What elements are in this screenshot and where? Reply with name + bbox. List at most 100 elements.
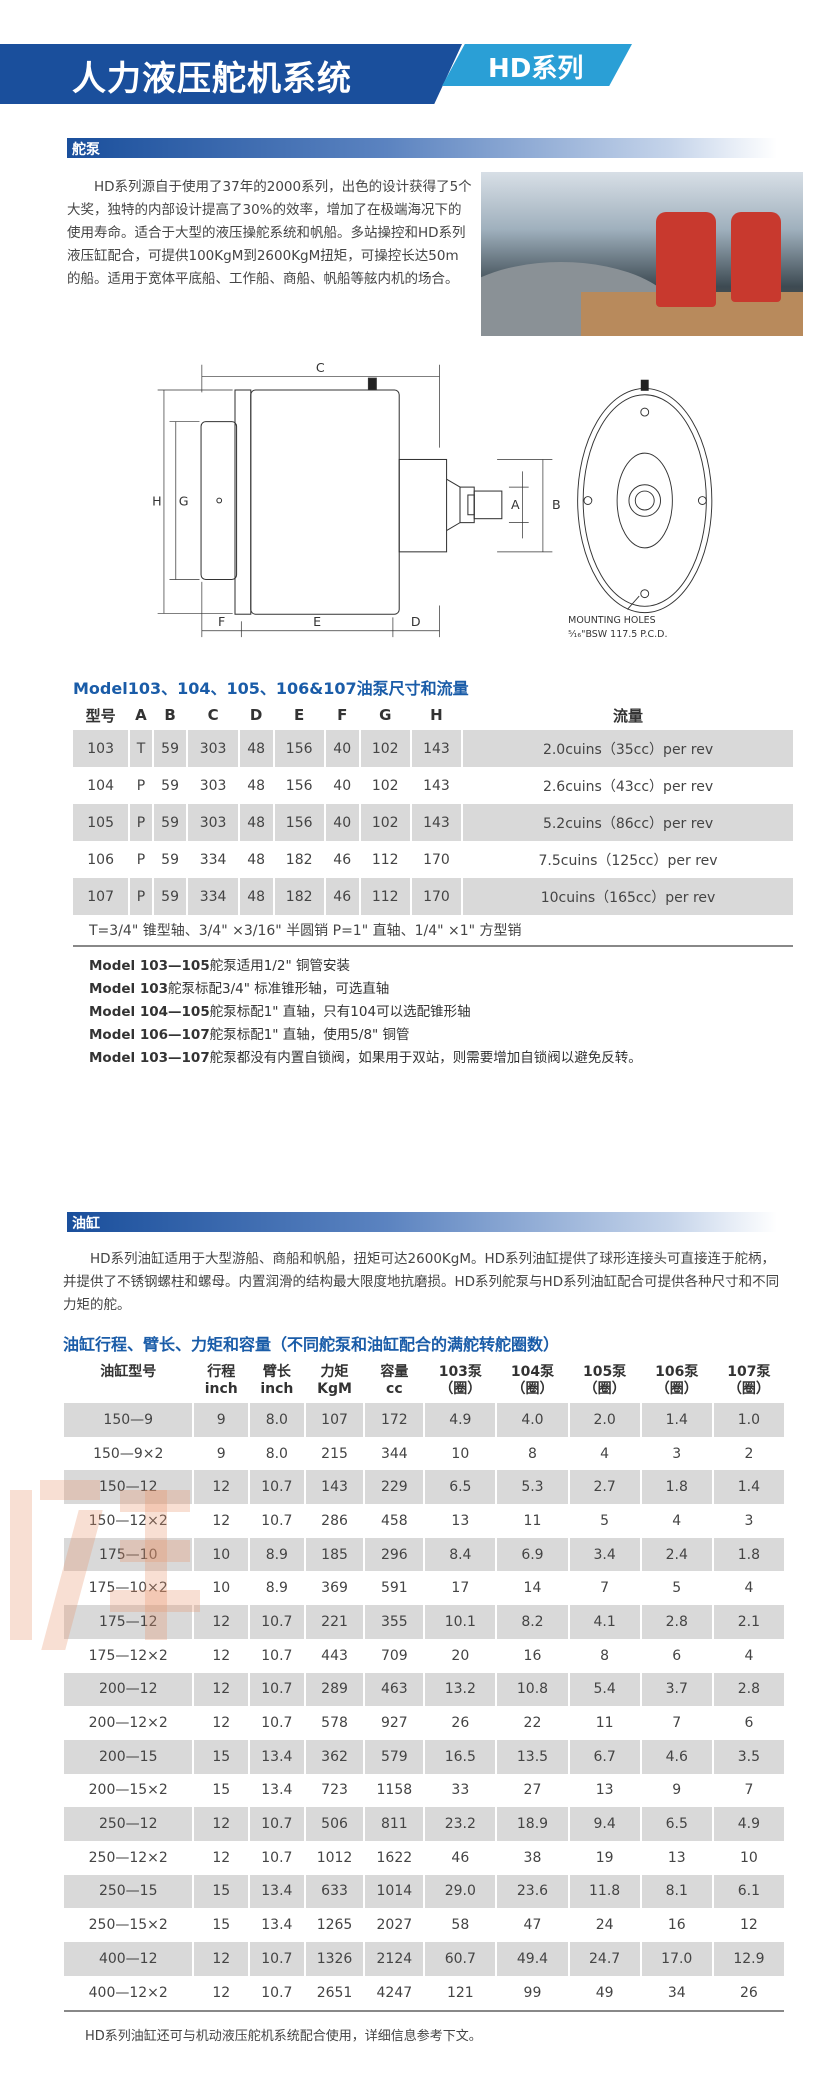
table-cell: 10.7 [250, 1807, 304, 1841]
model-note-text: 舵泵适用1/2" 铜管安装 [209, 958, 350, 974]
table-cell: 12 [194, 1672, 249, 1707]
column-header: 流量 [613, 706, 644, 725]
column-header: 容量 cc [365, 1364, 423, 1403]
table-cell: 10.7 [261, 1512, 293, 1529]
table-cell: 334 [188, 878, 238, 915]
table-cell: 22 [523, 1715, 542, 1732]
table-cell: 12 [194, 1605, 249, 1639]
column-header-line2: （圈） [583, 1381, 626, 1397]
table-cell: 4.9 [425, 1403, 496, 1437]
table-row: 250—12×2 12 10.7 1012 1622 46 38 19 13 10 [64, 1841, 784, 1875]
table-cell: 16 [523, 1647, 542, 1664]
table-cell: 46 [451, 1849, 470, 1866]
table-cell: 811 [365, 1807, 424, 1841]
model-note: Model 103—107舵泵都没有内置自锁阀，如果用于双站，则需要增加自锁阀以… [89, 1047, 642, 1070]
pump-dimension-table: 型号 A B C D E F G H 流量 103 T 59 303 48 156 40 102 143 2.0cu… [71, 700, 795, 915]
mounting-note-1: MOUNTING HOLES [568, 615, 655, 626]
table-cell: 48 [247, 777, 266, 794]
column-header: E [294, 706, 305, 724]
table-row: 103 T 59 303 48 156 40 102 143 2.0cuins（35cc）per … [73, 730, 793, 767]
table-cell: 2.7 [569, 1470, 640, 1505]
table-cell: 4.9 [713, 1807, 784, 1841]
table-cell: 1326 [305, 1942, 364, 1976]
table-row: 400—12 12 10.7 1326 2124 60.7 49.4 24.7 17.0 12.9 [64, 1942, 784, 1976]
table-cell: 289 [305, 1672, 364, 1707]
column-header: D [249, 706, 263, 724]
table-cell: 143 [411, 730, 462, 767]
table-cell: 182 [285, 851, 313, 868]
dim-label-f: F [218, 614, 225, 629]
model-note: Model 103舵泵标配3/4" 标准锥形轴，可选直轴 [89, 978, 642, 1001]
table-cell: 26 [451, 1715, 470, 1732]
table-cell: 6.5 [641, 1807, 712, 1841]
table-cell: 15 [212, 1917, 231, 1934]
column-header: 力矩 KgM [306, 1364, 364, 1403]
table-cell: 10.7 [250, 1942, 304, 1976]
table-row: 250—15×2 15 13.4 1265 2027 58 47 24 16 12 [64, 1908, 784, 1942]
table-cell: 175—12×2 [88, 1647, 168, 1664]
table-cell: 59 [161, 777, 179, 794]
table-cell: 12 [194, 1942, 249, 1976]
table-cell: 463 [365, 1672, 424, 1707]
divider [73, 945, 793, 947]
table-cell: 1.8 [641, 1470, 712, 1505]
table-cell: 221 [305, 1605, 364, 1639]
column-header: A [135, 706, 147, 724]
dim-label-d: D [411, 614, 421, 629]
table-cell: 5.2cuins（86cc）per rev [463, 804, 793, 841]
column-header-line1: 行程 [207, 1364, 236, 1380]
table-cell: 8 [600, 1647, 610, 1664]
table-cell: 48 [239, 730, 273, 767]
photo-seat [656, 212, 716, 307]
table-cell: 443 [321, 1647, 348, 1664]
table-cell: 400—12×2 [88, 1984, 168, 2001]
dim-label-b: B [552, 497, 561, 512]
column-header-line1: 104泵 [510, 1364, 555, 1380]
table-cell: 7 [744, 1782, 754, 1799]
column-header-line2: KgM [317, 1381, 352, 1397]
model-note: Model 103—105舵泵适用1/2" 铜管安装 [89, 955, 642, 978]
column-header: 105泵 （圈） [570, 1364, 640, 1403]
table-cell: 10 [451, 1445, 470, 1462]
column-header-line2: （圈） [655, 1381, 698, 1397]
table-row: 200—12×2 12 10.7 578 927 26 22 11 7 6 [64, 1706, 784, 1740]
table-cell: 458 [380, 1512, 408, 1529]
cylinder-footnote: HD系列油缸还可与机动液压舵机系统配合使用，详细信息参考下文。 [85, 2029, 482, 2044]
table-cell: 13.4 [250, 1874, 304, 1909]
table-cell: 40 [333, 777, 352, 794]
column-header-line1: 臂长 [262, 1364, 291, 1380]
table-cell: 107 [73, 878, 129, 915]
table-cell: 10.7 [261, 1849, 293, 1866]
table-cell: 107 [305, 1403, 364, 1437]
table-cell: 46 [325, 878, 359, 915]
table-cell: 2.0cuins（35cc）per rev [463, 730, 793, 767]
dim-label-g: G [179, 493, 189, 508]
table-cell: 5 [600, 1512, 610, 1529]
table-cell: 4 [744, 1580, 754, 1597]
table-cell: 250—15×2 [88, 1917, 168, 1934]
table-cell: 927 [380, 1715, 408, 1732]
table-cell: 15 [194, 1739, 249, 1774]
table-row: 150—12 12 10.7 143 229 6.5 5.3 2.7 1.8 1.4 [64, 1470, 784, 1505]
shaft-note: T=3/4" 锥型轴、3/4" ×3/16" 半圆销 P=1" 直轴、1/4" … [89, 923, 522, 939]
table-cell: 23.6 [497, 1874, 568, 1909]
dim-label-h: H [152, 493, 162, 508]
table-cell: 6.7 [569, 1739, 640, 1774]
table-cell: 48 [247, 851, 266, 868]
model-note: Model 104—105舵泵标配1" 直轴，只有104可以选配锥形轴 [89, 1001, 642, 1024]
table-cell: P [136, 851, 146, 868]
table-cell: 2.8 [713, 1672, 784, 1707]
column-header: H [430, 706, 443, 724]
table-row: 175—12×2 12 10.7 443 709 20 16 8 6 4 [64, 1639, 784, 1673]
table-cell: 7 [600, 1580, 610, 1597]
table-cell: 112 [360, 878, 410, 915]
table-cell: 250—15 [64, 1874, 193, 1909]
table-cell: 102 [360, 804, 410, 841]
column-header: 106泵 （圈） [642, 1364, 712, 1403]
table-row: 106 P 59 334 48 182 46 112 170 7.5cuins（125cc）per… [73, 841, 793, 878]
pump-description: HD系列源自于使用了37年的2000系列，出色的设计获得了5个大奖，独特的内部设… [67, 179, 472, 287]
table-cell: 150—9 [64, 1403, 193, 1437]
table-cell: P [130, 804, 152, 841]
column-header: 油缸型号 [64, 1364, 192, 1403]
table-cell: 143 [423, 777, 450, 794]
